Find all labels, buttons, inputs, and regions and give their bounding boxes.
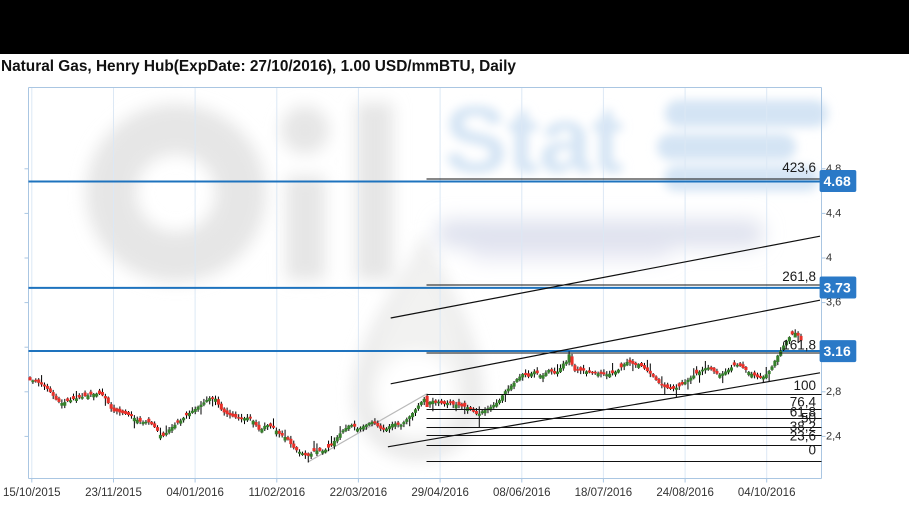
svg-text:23/11/2015: 23/11/2015 — [85, 487, 142, 499]
svg-text:3.73: 3.73 — [824, 280, 851, 296]
svg-text:2,4: 2,4 — [826, 430, 841, 442]
svg-text:08/06/2016: 08/06/2016 — [493, 487, 551, 499]
svg-text:3,6: 3,6 — [826, 297, 841, 309]
svg-text:4,4: 4,4 — [826, 207, 841, 219]
svg-text:22/03/2016: 22/03/2016 — [330, 487, 388, 499]
svg-text:61,8: 61,8 — [790, 405, 816, 420]
svg-text:100: 100 — [793, 378, 816, 393]
svg-text:04/10/2016: 04/10/2016 — [738, 487, 796, 499]
svg-text:2,8: 2,8 — [826, 386, 841, 398]
svg-text:15/10/2015: 15/10/2015 — [3, 487, 61, 499]
svg-text:18/07/2016: 18/07/2016 — [575, 487, 633, 499]
svg-text:11/02/2016: 11/02/2016 — [248, 487, 305, 499]
svg-text:Stat: Stat — [444, 87, 623, 193]
svg-text:24/08/2016: 24/08/2016 — [656, 487, 714, 499]
svg-text:38,2: 38,2 — [790, 419, 816, 434]
svg-text:50: 50 — [801, 411, 816, 426]
svg-text:23,6: 23,6 — [790, 429, 816, 444]
svg-text:3.16: 3.16 — [824, 343, 851, 359]
svg-text:161,8: 161,8 — [782, 338, 816, 353]
svg-text:29/04/2016: 29/04/2016 — [411, 487, 469, 499]
svg-text:0: 0 — [808, 443, 816, 458]
svg-text:76,4: 76,4 — [790, 395, 817, 410]
svg-text:4.68: 4.68 — [824, 173, 851, 189]
svg-text:423,6: 423,6 — [782, 160, 816, 175]
svg-text:261,8: 261,8 — [782, 269, 816, 284]
svg-text:4: 4 — [826, 252, 832, 264]
svg-text:04/01/2016: 04/01/2016 — [166, 487, 224, 499]
